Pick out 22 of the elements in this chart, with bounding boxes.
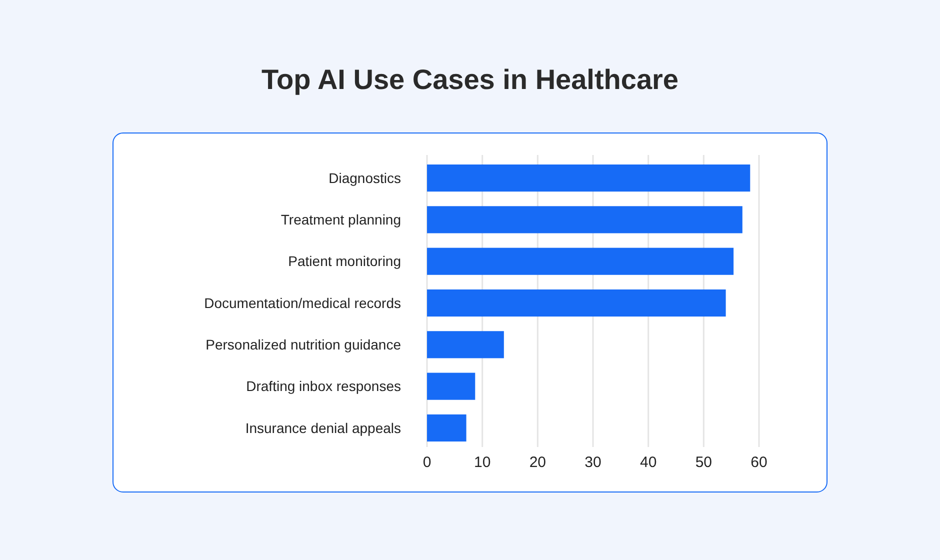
y-tick-label: Treatment planning	[280, 212, 401, 228]
y-tick-label: Personalized nutrition guidance	[206, 336, 402, 353]
x-tick-label: 40	[640, 454, 657, 471]
x-tick-label: 10	[474, 454, 491, 471]
x-tick-label: 60	[750, 454, 768, 471]
y-tick-label: Drafting inbox responses	[246, 378, 401, 394]
x-tick-label: 0	[422, 454, 432, 471]
bar	[427, 289, 726, 317]
x-tick-label: 50	[695, 454, 712, 471]
x-tick-label: 30	[584, 454, 602, 471]
y-tick-label: Insurance denial appeals	[245, 420, 401, 436]
bar	[427, 331, 504, 358]
bar	[427, 414, 466, 442]
y-tick-label: Documentation/medical records	[204, 294, 401, 311]
y-tick-label: Diagnostics	[328, 170, 401, 186]
bar	[427, 206, 742, 234]
chart-title: Top AI Use Cases in Healthcare	[261, 64, 679, 95]
bar	[427, 248, 734, 275]
y-tick-label: Patient monitoring	[288, 253, 401, 270]
x-tick-label: 20	[529, 454, 546, 471]
bar	[427, 372, 476, 400]
bar	[427, 164, 750, 192]
